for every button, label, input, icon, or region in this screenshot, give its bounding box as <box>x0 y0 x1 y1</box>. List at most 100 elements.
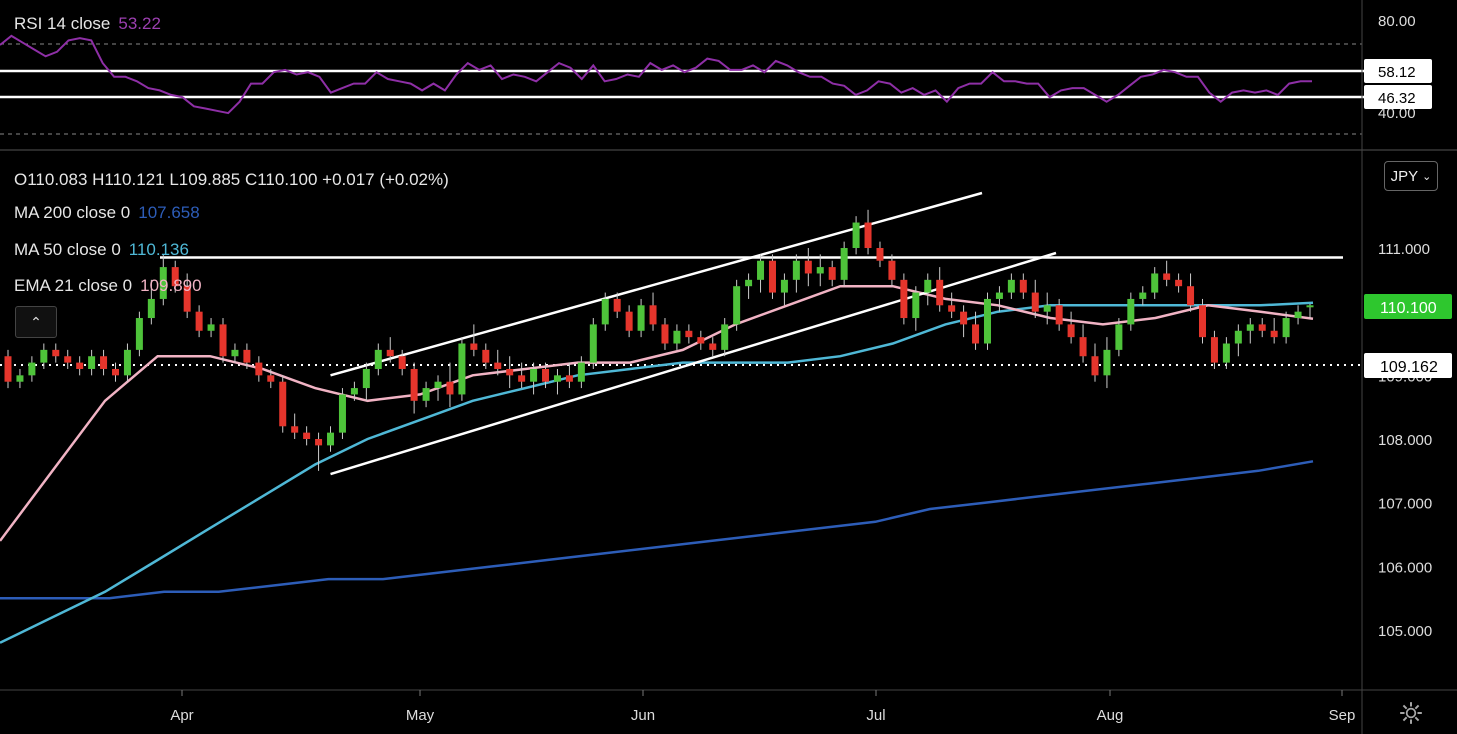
ma50-value: 110.136 <box>128 240 189 259</box>
candle-body <box>661 324 669 344</box>
candle-body <box>530 368 538 382</box>
time-axis-label: Sep <box>1329 707 1356 724</box>
candle-body <box>1115 324 1123 350</box>
ema21-legend: EMA 21 close 0 109.890 <box>14 276 202 296</box>
candle-body <box>16 375 24 382</box>
current-price-label: 110.100 <box>1380 300 1437 317</box>
time-axis-label: Aug <box>1097 707 1124 724</box>
candle-body <box>315 439 323 446</box>
ma50-legend: MA 50 close 0 110.136 <box>14 240 189 260</box>
candle-body <box>1198 305 1206 338</box>
candle-body <box>1067 324 1075 338</box>
candle-body <box>792 260 800 280</box>
collapse-legend-button[interactable]: ⌃ <box>15 306 57 338</box>
candle-body <box>231 349 239 357</box>
support-price-label: 109.162 <box>1380 359 1438 376</box>
candle-body <box>267 375 275 382</box>
candle-body <box>434 381 442 389</box>
candle-body <box>1019 279 1027 293</box>
candle-body <box>1222 343 1230 363</box>
candle-body <box>1270 330 1278 338</box>
candle-body <box>1294 311 1302 319</box>
candle-body <box>745 279 753 287</box>
candle-body <box>518 375 526 382</box>
candle-body <box>40 349 48 363</box>
ema21-value: 109.890 <box>140 276 202 295</box>
rsi-label: RSI 14 close <box>14 14 111 33</box>
candle-body <box>1163 273 1171 280</box>
candle-body <box>1103 349 1111 376</box>
candle-body <box>28 362 36 376</box>
price-axis-tick-label: 108.000 <box>1378 432 1432 449</box>
price-axis-tick-label: 111.000 <box>1378 241 1430 258</box>
time-axis-label: Apr <box>170 707 193 724</box>
candle-body <box>542 368 550 382</box>
candle-body <box>171 267 179 287</box>
currency-button[interactable]: JPY ⌄ <box>1384 161 1438 191</box>
candle-body <box>924 279 932 293</box>
rsi-level-badge <box>1364 85 1432 109</box>
candle-body <box>100 356 108 369</box>
candle-body <box>601 298 609 325</box>
candle-body <box>876 248 884 261</box>
candle-body <box>1043 305 1051 312</box>
candle-body <box>1031 292 1039 312</box>
candle-body <box>470 343 478 350</box>
candle-body <box>1175 279 1183 287</box>
price-axis-tick-label: 107.000 <box>1378 496 1432 513</box>
current-price-badge <box>1364 294 1452 319</box>
candle-body <box>88 356 96 369</box>
candle-body <box>112 368 120 376</box>
candle-body <box>709 343 717 350</box>
price-axis-tick-label: 105.000 <box>1378 623 1432 640</box>
candle-body <box>900 279 908 319</box>
rsi-legend: RSI 14 close 53.22 <box>14 14 161 34</box>
candle-body <box>972 324 980 344</box>
rsi-axis-tick-label: 40.00 <box>1378 105 1416 122</box>
candle-body <box>482 349 490 363</box>
candle-body <box>243 349 251 363</box>
price-panel <box>0 191 1362 644</box>
candle-body <box>76 362 84 369</box>
candle-body <box>1306 305 1314 308</box>
candle-body <box>589 324 597 363</box>
candle-body <box>374 349 382 369</box>
candle-body <box>565 375 573 382</box>
time-axis-label: Jul <box>866 707 885 724</box>
candle-body <box>1258 324 1266 331</box>
candle-body <box>255 362 263 376</box>
candle-body <box>386 349 394 357</box>
candle-body <box>733 286 741 325</box>
candle-body <box>1079 337 1087 357</box>
candle-body <box>1151 273 1159 293</box>
time-axis-label: May <box>406 707 435 724</box>
candle-body <box>685 330 693 338</box>
candle-body <box>673 330 681 344</box>
candle-body <box>948 305 956 312</box>
candle-body <box>207 324 215 331</box>
price-axis-tick-label: 106.000 <box>1378 559 1432 576</box>
channel-lower-line <box>330 251 1057 476</box>
gear-icon[interactable] <box>1398 700 1424 726</box>
candle-body <box>816 267 824 274</box>
ma200-legend: MA 200 close 0 107.658 <box>14 203 200 223</box>
rsi-value: 53.22 <box>118 14 161 33</box>
candle-body <box>637 305 645 331</box>
candle-body <box>1007 279 1015 293</box>
candle-body <box>362 368 370 389</box>
candle-body <box>410 368 418 401</box>
candle-body <box>983 298 991 344</box>
time-axis-label: Jun <box>631 707 655 724</box>
candle-body <box>1091 356 1099 376</box>
candle-body <box>183 286 191 312</box>
candle-body <box>757 260 765 280</box>
candle-body <box>398 356 406 369</box>
ema21-label: EMA 21 close 0 <box>14 276 133 295</box>
candle-body <box>864 222 872 248</box>
candle-body <box>721 324 729 350</box>
candle-body <box>494 362 502 369</box>
candle-body <box>64 356 72 363</box>
candle-body <box>995 292 1003 299</box>
